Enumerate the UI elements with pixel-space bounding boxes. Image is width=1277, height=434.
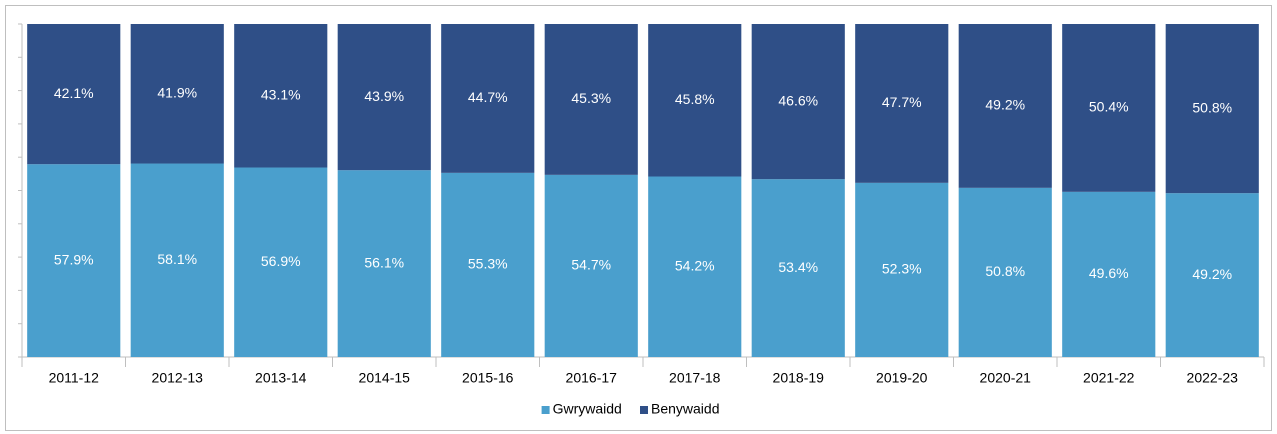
bar-segment (855, 24, 949, 183)
data-label: 45.8% (675, 91, 715, 107)
data-label: 55.3% (468, 256, 508, 272)
data-label: 49.6% (1089, 265, 1129, 281)
bar-segment (234, 24, 328, 168)
x-tick-label: 2013-14 (255, 370, 307, 386)
bar-segment (27, 164, 121, 357)
bar-segment (648, 24, 742, 177)
x-tick-label: 2021-22 (1083, 370, 1135, 386)
bar-segment (544, 24, 638, 175)
x-tick-label: 2011-12 (49, 370, 100, 386)
bar-segment (1062, 191, 1156, 357)
x-tick-label: 2022-23 (1187, 370, 1239, 386)
data-label: 50.8% (985, 263, 1025, 279)
bar-segment (855, 182, 949, 357)
data-label: 45.3% (571, 90, 611, 106)
bar-segment (648, 176, 742, 357)
data-label: 57.9% (54, 251, 94, 267)
legend-label: Gwrywaidd (553, 401, 622, 417)
data-label: 56.9% (261, 253, 301, 269)
data-label: 41.9% (157, 84, 197, 100)
bar-segment (958, 187, 1052, 357)
bar-segment (544, 174, 638, 357)
bar-segment (27, 24, 121, 165)
bar-segment (337, 24, 431, 171)
x-tick-label: 2012-13 (152, 370, 204, 386)
data-label: 42.1% (54, 85, 94, 101)
legend-label: Benywaidd (651, 401, 720, 417)
data-label: 46.6% (778, 92, 818, 108)
bar-segment (958, 24, 1052, 188)
x-tick-label: 2020-21 (980, 370, 1032, 386)
bar-segment (234, 167, 328, 357)
data-label: 52.3% (882, 261, 922, 277)
data-label: 54.7% (571, 257, 611, 273)
x-tick-label: 2019-20 (876, 370, 928, 386)
data-label: 50.8% (1192, 99, 1232, 115)
data-label: 49.2% (1192, 266, 1232, 282)
bar-segment (751, 179, 845, 357)
bar-segment (130, 163, 224, 357)
bar-segment (130, 24, 224, 164)
data-label: 54.2% (675, 257, 715, 273)
bar-segment (441, 172, 535, 357)
bar-segment (441, 24, 535, 173)
x-tick-label: 2018-19 (773, 370, 825, 386)
data-label: 47.7% (882, 94, 922, 110)
x-tick-label: 2015-16 (462, 370, 514, 386)
data-label: 44.7% (468, 89, 508, 105)
bar-segment (337, 170, 431, 357)
bar-segment (1165, 193, 1259, 357)
legend-swatch (640, 406, 648, 414)
bar-segment (751, 24, 845, 180)
data-label: 53.4% (778, 259, 818, 275)
legend-swatch (541, 406, 550, 414)
bar-segment (1062, 24, 1156, 192)
x-tick-label: 2017-18 (669, 370, 721, 386)
data-label: 58.1% (157, 251, 197, 267)
data-label: 43.9% (364, 88, 404, 104)
x-tick-label: 2014-15 (359, 370, 411, 386)
data-label: 49.2% (985, 97, 1025, 113)
x-tick-label: 2016-17 (566, 370, 618, 386)
bar-segment (1165, 24, 1259, 194)
data-label: 56.1% (364, 254, 404, 270)
data-label: 43.1% (261, 86, 301, 102)
data-label: 50.4% (1089, 99, 1129, 115)
